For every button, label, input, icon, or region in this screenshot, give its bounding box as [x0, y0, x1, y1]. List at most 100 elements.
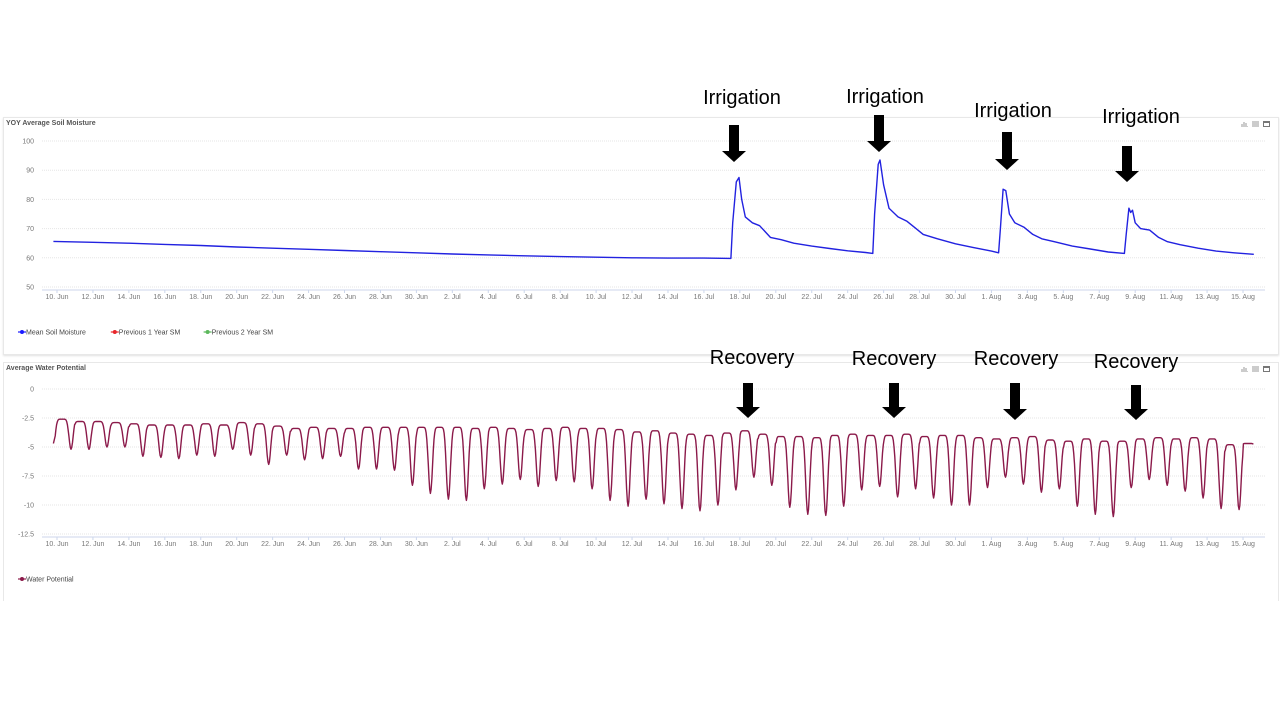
- irrigation-annotation-label: Irrigation: [846, 86, 924, 108]
- x-tick-label: 5. Aug: [1053, 541, 1073, 548]
- x-tick-label: 12. Jul: [622, 541, 643, 548]
- fullscreen-icon[interactable]: [1263, 121, 1270, 127]
- x-tick-label: 26. Jun: [333, 541, 356, 548]
- y-tick-label: 60: [26, 255, 34, 262]
- x-tick-label: 24. Jun: [297, 541, 320, 548]
- x-tick-label: 6. Jul: [516, 541, 533, 548]
- x-tick-label: 14. Jun: [117, 294, 140, 301]
- recovery-annotation-label: Recovery: [710, 347, 794, 369]
- legend-item[interactable]: Previous 1 Year SM: [110, 330, 181, 337]
- x-tick-label: 30. Jul: [945, 294, 966, 301]
- x-tick-label: 30. Jun: [405, 294, 428, 301]
- legend-dot-marker: [20, 577, 24, 581]
- x-tick-label: 14. Jun: [117, 541, 140, 548]
- y-tick-label: 70: [26, 226, 34, 233]
- x-tick-label: 4. Jul: [480, 541, 497, 548]
- x-tick-label: 15. Aug: [1231, 541, 1255, 548]
- x-tick-label: 10. Jul: [586, 294, 607, 301]
- series-line-water-potential: [52, 418, 1254, 518]
- x-tick-label: 18. Jun: [189, 294, 212, 301]
- fullscreen-icon[interactable]: [1263, 366, 1270, 372]
- x-tick-label: 24. Jul: [837, 541, 858, 548]
- x-tick-label: 1. Aug: [982, 294, 1002, 301]
- chart-title: YOY Average Soil Moisture: [6, 120, 96, 127]
- x-tick-label: 13. Aug: [1195, 541, 1219, 548]
- x-tick-label: 11. Aug: [1160, 294, 1183, 301]
- chart-title: Average Water Potential: [6, 365, 87, 372]
- down-arrow-icon: [882, 383, 906, 418]
- x-tick-label: 14. Jul: [658, 294, 679, 301]
- x-tick-label: 22. Jul: [801, 294, 822, 301]
- down-arrow-icon: [1124, 385, 1148, 420]
- y-tick-label: -12.5: [18, 532, 34, 539]
- x-tick-label: 18. Jul: [730, 541, 751, 548]
- legend-dot-marker: [20, 330, 24, 334]
- y-tick-label: 90: [26, 168, 34, 175]
- x-tick-label: 12. Jun: [81, 541, 104, 548]
- chart-icon[interactable]: [1241, 121, 1248, 127]
- y-tick-label: -5: [28, 445, 34, 452]
- x-tick-label: 22. Jun: [261, 541, 284, 548]
- x-tick-label: 9. Aug: [1125, 541, 1145, 548]
- legend-item[interactable]: Mean Soil Moisture: [18, 330, 86, 337]
- irrigation-annotation-label: Irrigation: [974, 100, 1052, 122]
- recovery-annotation-label: Recovery: [852, 348, 936, 370]
- irrigation-annotation-label: Irrigation: [703, 87, 781, 109]
- x-tick-label: 20. Jul: [765, 294, 786, 301]
- legend-dot-marker: [205, 330, 210, 334]
- x-tick-label: 7. Aug: [1089, 294, 1109, 301]
- x-tick-label: 24. Jul: [837, 294, 858, 301]
- legend-label: Previous 1 Year SM: [119, 330, 181, 337]
- x-tick-label: 1. Aug: [982, 541, 1002, 548]
- x-tick-label: 6. Jul: [516, 294, 533, 301]
- x-tick-label: 8. Jul: [552, 541, 569, 548]
- water-potential-chart-panel: Average Water Potential: [3, 362, 1279, 601]
- soil-moisture-chart-panel: YOY Average Soil Moisture: [3, 117, 1279, 355]
- y-tick-label: -2.5: [22, 416, 34, 423]
- x-tick-label: 3. Aug: [1017, 294, 1037, 301]
- legend-dot-marker: [112, 330, 117, 334]
- x-tick-label: 12. Jul: [622, 294, 643, 301]
- x-tick-label: 30. Jul: [945, 541, 966, 548]
- y-tick-label: 80: [26, 197, 34, 204]
- chart-icon[interactable]: [1241, 366, 1248, 372]
- y-tick-label: -10: [24, 503, 34, 510]
- x-tick-label: 22. Jul: [801, 541, 822, 548]
- x-tick-label: 20. Jul: [765, 541, 786, 548]
- x-tick-label: 26. Jul: [873, 541, 894, 548]
- down-arrow-icon: [995, 132, 1019, 170]
- irrigation-annotation-label: Irrigation: [1102, 106, 1180, 128]
- x-tick-label: 24. Jun: [297, 294, 320, 301]
- x-tick-label: 16. Jul: [694, 294, 715, 301]
- x-tick-label: 16. Jun: [153, 294, 176, 301]
- y-tick-label: 50: [26, 285, 34, 292]
- x-tick-label: 14. Jul: [658, 541, 679, 548]
- chart-1: 0 -2.5 -5 -7.5 -10 -12.5 10. Jun 12. Jun 14. Jun…: [18, 387, 1265, 584]
- x-tick-label: 12. Jun: [81, 294, 104, 301]
- list-icon[interactable]: [1252, 366, 1259, 372]
- recovery-annotation-label: Recovery: [1094, 351, 1178, 373]
- x-tick-label: 16. Jul: [694, 541, 715, 548]
- x-tick-label: 2. Jul: [444, 294, 461, 301]
- x-tick-label: 7. Aug: [1089, 541, 1109, 548]
- x-tick-label: 26. Jul: [873, 294, 894, 301]
- legend-label: Previous 2 Year SM: [212, 330, 274, 337]
- x-tick-label: 28. Jun: [369, 294, 392, 301]
- x-tick-label: 28. Jul: [909, 541, 930, 548]
- down-arrow-icon: [1003, 383, 1027, 420]
- legend-label: Mean Soil Moisture: [26, 330, 86, 337]
- x-tick-label: 10. Jun: [46, 294, 69, 301]
- x-tick-label: 30. Jun: [405, 541, 428, 548]
- down-arrow-icon: [1115, 146, 1139, 182]
- legend-item[interactable]: Water Potential: [18, 577, 74, 584]
- x-tick-label: 20. Jun: [225, 541, 248, 548]
- legend-item[interactable]: Previous 2 Year SM: [203, 330, 274, 337]
- x-tick-label: 22. Jun: [261, 294, 284, 301]
- chart-toolbar: [1241, 121, 1270, 127]
- list-icon[interactable]: [1252, 121, 1259, 127]
- x-tick-label: 8. Jul: [552, 294, 569, 301]
- x-tick-label: 13. Aug: [1195, 294, 1219, 301]
- down-arrow-icon: [736, 383, 760, 418]
- x-tick-label: 28. Jun: [369, 541, 392, 548]
